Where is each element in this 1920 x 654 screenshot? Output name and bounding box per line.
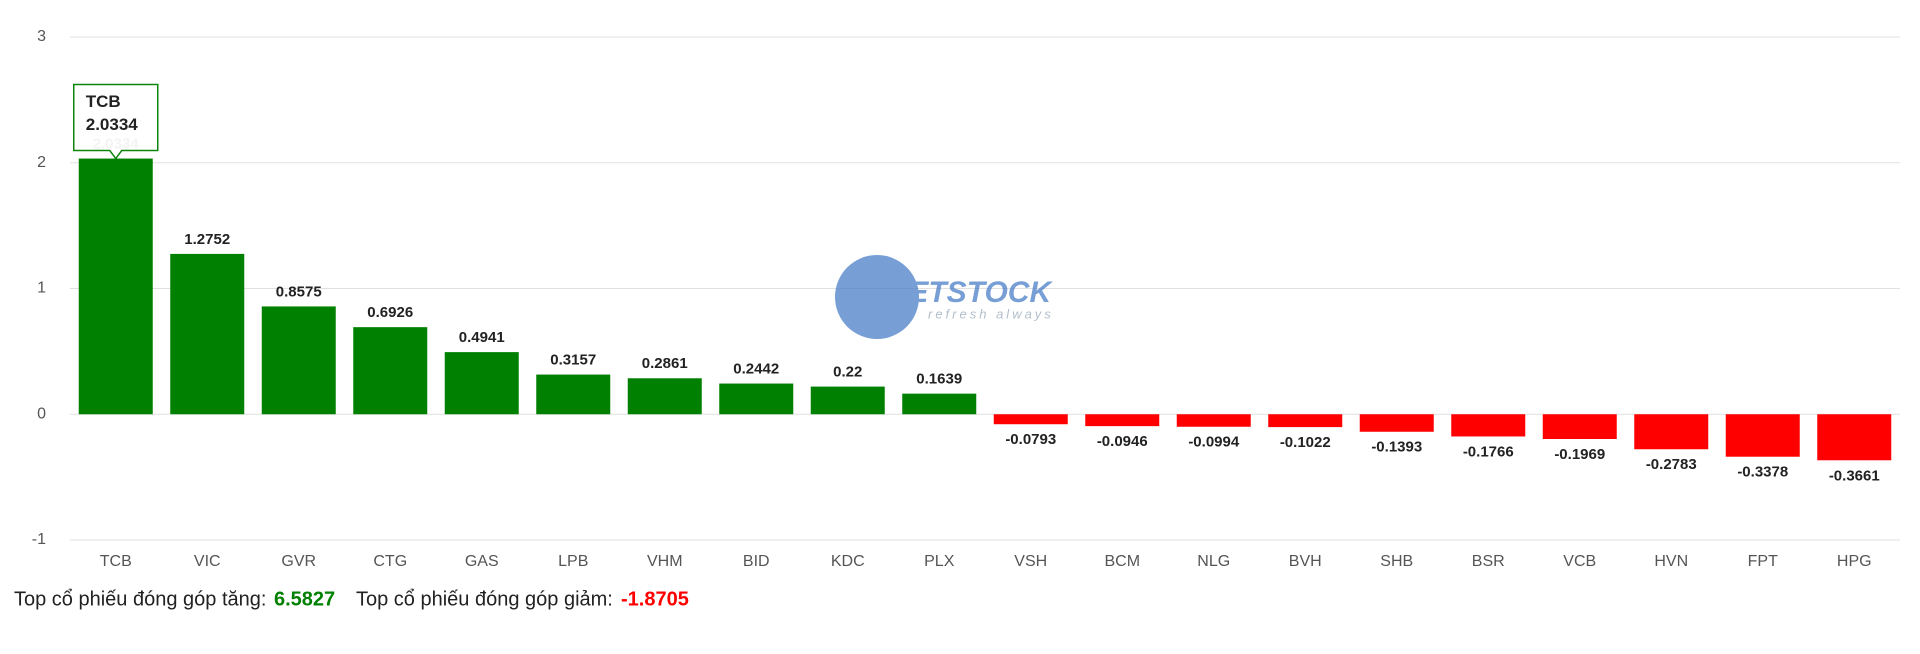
tooltip-category: TCB [86,92,121,111]
bar [1085,414,1160,427]
x-tick-label: VSH [1014,553,1047,570]
value-label: -0.1022 [1280,434,1331,451]
tooltip: TCB 2.0334 [73,83,159,160]
x-tick-label: NLG [1197,553,1230,570]
y-tick-label: 2 [37,154,46,171]
bar [627,378,702,415]
value-label: 0.2442 [733,361,779,378]
x-tick-label: HVN [1654,553,1688,570]
value-label: 0.4941 [459,329,505,346]
bar [1634,414,1709,450]
bar [1359,414,1434,432]
x-tick-label: KDC [831,553,865,570]
value-label: 0.1639 [916,371,962,388]
value-label: 0.8575 [276,283,322,300]
x-tick-label: VHM [647,553,683,570]
value-label: 0.22 [833,364,862,381]
value-label: -0.0946 [1097,433,1148,450]
y-tick-label: 3 [37,28,46,45]
x-tick-label: FPT [1748,553,1778,570]
x-tick-label: BVH [1289,553,1322,570]
x-tick-label: SHB [1380,553,1413,570]
x-tick-label: BID [743,553,770,570]
bar [993,414,1068,425]
bar [353,327,428,415]
bar [1176,414,1251,427]
x-tick-label: GVR [281,553,316,570]
bar [719,383,794,415]
bar [170,253,245,415]
x-tick-label: PLX [924,553,955,570]
up-value: 6.5827 [274,588,335,610]
bar [1725,414,1800,457]
x-tick-label: VCB [1563,553,1596,570]
value-label: -0.3378 [1737,464,1788,481]
x-tick-label: BCM [1104,553,1140,570]
bar [78,158,153,415]
x-tick-label: HPG [1837,553,1872,570]
bar [536,374,611,415]
down-value: -1.8705 [621,588,689,610]
down-label: Top cổ phiếu đóng góp giảm: [356,588,613,610]
watermark-tagline: refresh always [928,306,1054,321]
watermark-logo [835,255,919,339]
value-label: -0.1393 [1371,439,1422,456]
y-tick-label: -1 [32,531,46,548]
value-label: -0.0793 [1005,431,1056,448]
bar [261,306,336,415]
x-tick-label: GAS [465,553,499,570]
bar [444,352,519,415]
x-tick-label: VIC [194,553,221,570]
tooltip-box [73,83,159,160]
value-label: -0.1969 [1554,446,1605,463]
value-label: 0.2861 [642,355,688,372]
value-label: 1.2752 [184,231,230,248]
x-tick-label: TCB [100,553,132,570]
bar [1268,414,1343,428]
bar [810,386,885,415]
x-tick-label: BSR [1472,553,1505,570]
y-tick-label: 1 [37,280,46,297]
x-tick-label: LPB [558,553,588,570]
value-label: -0.3661 [1829,467,1880,484]
watermark-text: VIETSTOCK [880,276,1053,309]
bar [1451,414,1526,437]
value-label: -0.0994 [1188,434,1240,451]
bar [1817,414,1892,461]
y-tick-label: 0 [37,405,46,422]
value-label: 0.6926 [367,304,413,321]
x-tick-label: CTG [373,553,407,570]
bar [1542,414,1617,440]
bar [902,393,977,415]
value-label: 0.3157 [550,352,596,369]
value-label: -0.2783 [1646,456,1697,473]
tooltip-value: 2.0334 [86,115,139,134]
up-label: Top cổ phiếu đóng góp tăng: [14,588,266,610]
value-label: -0.1766 [1463,443,1514,460]
